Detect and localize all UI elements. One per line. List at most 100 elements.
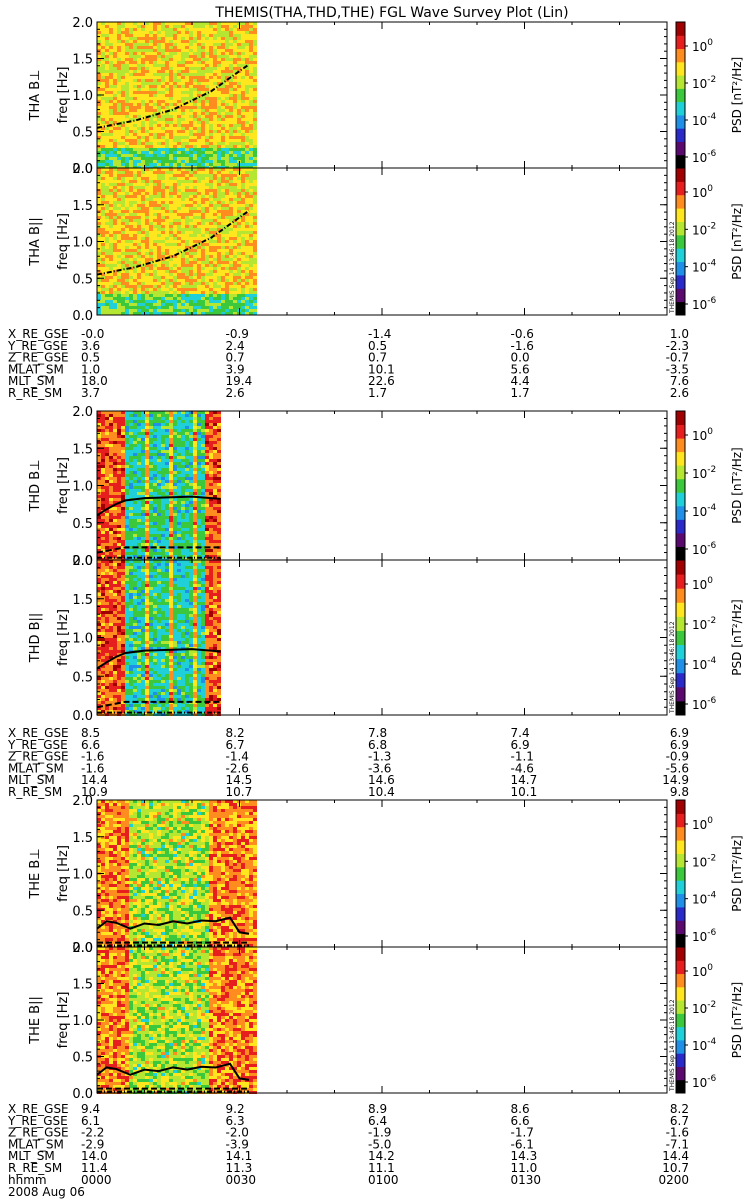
spectrogram-cell [141,240,145,243]
spectrogram-cell [157,486,161,489]
spectrogram-cell [213,207,217,210]
spectrogram-cell [101,67,105,70]
spectrogram-cell [117,207,121,210]
spectrogram-cell [117,148,121,151]
spectrogram-cell [141,531,145,534]
spectrogram-cell [149,222,153,225]
spectrogram-cell [253,279,257,282]
spectrogram-cell [109,88,113,91]
spectrogram-cell [193,240,197,243]
spectrogram-cell [97,171,101,174]
spectrogram-cell [245,40,249,43]
spectrogram-cell [165,297,169,300]
spectrogram-cell [105,112,109,115]
spectrogram-cell [193,163,197,166]
spectrogram-cell [189,246,193,249]
spectrogram-cell [101,219,105,222]
spectrogram-cell [177,219,181,222]
spectrogram-cell [209,40,213,43]
spectrogram-cell [145,429,149,432]
spectrogram-cell [193,103,197,106]
spectrogram-cell [145,154,149,157]
spectrogram-cell [217,288,221,291]
spectrogram-cell [233,118,237,121]
spectrogram-cell [125,516,129,519]
spectrogram-cell [169,282,173,285]
colorbar-segment [676,75,685,89]
spectrogram-cell [97,97,101,100]
spectrogram-cell [233,106,237,109]
spectrogram-cell [117,507,121,510]
spectrogram-cell [225,258,229,261]
spectrogram-cell [253,222,257,225]
spectrogram-cell [141,67,145,70]
spectrogram-cell [229,267,233,270]
spectrogram-cell [137,183,141,186]
spectrogram-cell [233,148,237,151]
spectrogram-cell [161,124,165,127]
spectrogram-cell [229,115,233,118]
spectrogram-cell [117,543,121,546]
spectrogram-cell [113,453,117,456]
spectrogram-cell [121,46,125,49]
spectrogram-cell [133,270,137,273]
spectrogram-cell [105,115,109,118]
spectrogram-cell [245,88,249,91]
spectrogram-cell [137,139,141,142]
spectrogram-cell [233,55,237,58]
spectrogram-cell [153,534,157,537]
spectrogram-cell [97,504,101,507]
spectrogram-cell [193,279,197,282]
spectrogram-cell [137,549,141,552]
spectrogram-cell [221,294,225,297]
spectrogram-cell [157,468,161,471]
spectrogram-cell [141,85,145,88]
spectrogram-cell [197,189,201,192]
spectrogram-cell [105,151,109,154]
spectrogram-cell [169,273,173,276]
spectrogram-cell [169,31,173,34]
spectrogram-cell [209,34,213,37]
spectrogram-cell [117,168,121,171]
spectrogram-cell [121,133,125,136]
spectrogram-cell [133,537,137,540]
spectrogram-cell [129,67,133,70]
spectrogram-cell [213,148,217,151]
spectrogram-cell [117,82,121,85]
spectrogram-cell [245,198,249,201]
spectrogram-cell [201,25,205,28]
spectrogram-cell [237,303,241,306]
spectrogram-cell [113,411,117,414]
spectrogram-cell [97,294,101,297]
spectrogram-cell [169,168,173,171]
spectrogram-cell [153,139,157,142]
spectrogram-cell [109,183,113,186]
spectrogram-cell [193,261,197,264]
spectrogram-cell [109,516,113,519]
spectrogram-cell [145,543,149,546]
spectrogram-cell [113,549,117,552]
spectrogram-cell [217,34,221,37]
colorbar-label: PSD [nT²/Hz] [730,203,744,279]
spectrogram-cell [201,309,205,312]
spectrogram-cell [201,267,205,270]
spectrogram-cell [225,300,229,303]
spectrogram-cell [189,112,193,115]
spectrogram-cell [121,219,125,222]
spectrogram-cell [117,109,121,112]
spectrogram-cell [213,127,217,130]
spectrogram-cell [145,480,149,483]
spectrogram-cell [101,279,105,282]
spectrogram-cell [101,513,105,516]
spectrogram-cell [177,294,181,297]
spectrogram-cell [181,171,185,174]
spectrogram-cell [217,145,221,148]
spectrogram-cell [197,264,201,267]
spectrogram-cell [109,100,113,103]
spectrogram-cell [185,261,189,264]
spectrogram-cell [117,34,121,37]
spectrogram-cell [161,130,165,133]
spectrogram-cell [149,40,153,43]
spectrogram-cell [97,213,101,216]
spectrogram-cell [97,37,101,40]
